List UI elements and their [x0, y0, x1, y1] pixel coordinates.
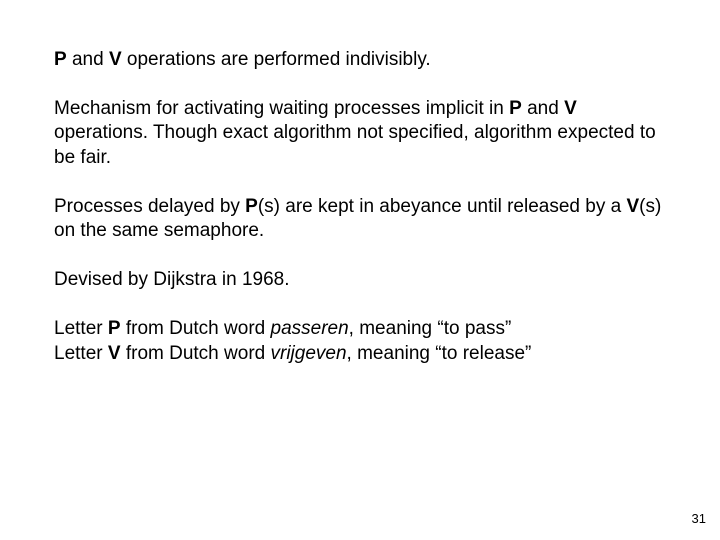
text: operations. Though exact algorithm not s… — [54, 122, 656, 168]
text: , meaning “to pass” — [349, 318, 512, 339]
text-bold: V — [108, 343, 121, 364]
text: operations are performed indivisibly. — [122, 49, 431, 70]
slide: P and V operations are performed indivis… — [0, 0, 720, 540]
text-bold: V — [626, 196, 639, 217]
text-bold: V — [109, 49, 122, 70]
paragraph-5: Letter P from Dutch word passeren, meani… — [54, 317, 666, 366]
text-italic: vrijgeven — [271, 343, 347, 364]
paragraph-4: Devised by Dijkstra in 1968. — [54, 268, 666, 293]
text: Devised by Dijkstra in 1968. — [54, 269, 290, 290]
page-number: 31 — [692, 511, 706, 526]
text: and — [522, 98, 564, 119]
text-bold: V — [564, 98, 577, 119]
text: from Dutch word — [121, 318, 271, 339]
text: Letter — [54, 343, 108, 364]
text: Processes delayed by — [54, 196, 245, 217]
text-bold: P — [509, 98, 522, 119]
text: and — [67, 49, 109, 70]
text: , meaning “to release” — [347, 343, 532, 364]
text-bold: P — [54, 49, 67, 70]
paragraph-3: Processes delayed by P(s) are kept in ab… — [54, 195, 666, 244]
paragraph-1: P and V operations are performed indivis… — [54, 48, 666, 73]
text: Mechanism for activating waiting process… — [54, 98, 509, 119]
paragraph-2: Mechanism for activating waiting process… — [54, 97, 666, 171]
text-italic: passeren — [271, 318, 349, 339]
text-bold: P — [108, 318, 121, 339]
text: (s) are kept in abeyance until released … — [258, 196, 627, 217]
text: from Dutch word — [121, 343, 271, 364]
text-bold: P — [245, 196, 258, 217]
text: Letter — [54, 318, 108, 339]
